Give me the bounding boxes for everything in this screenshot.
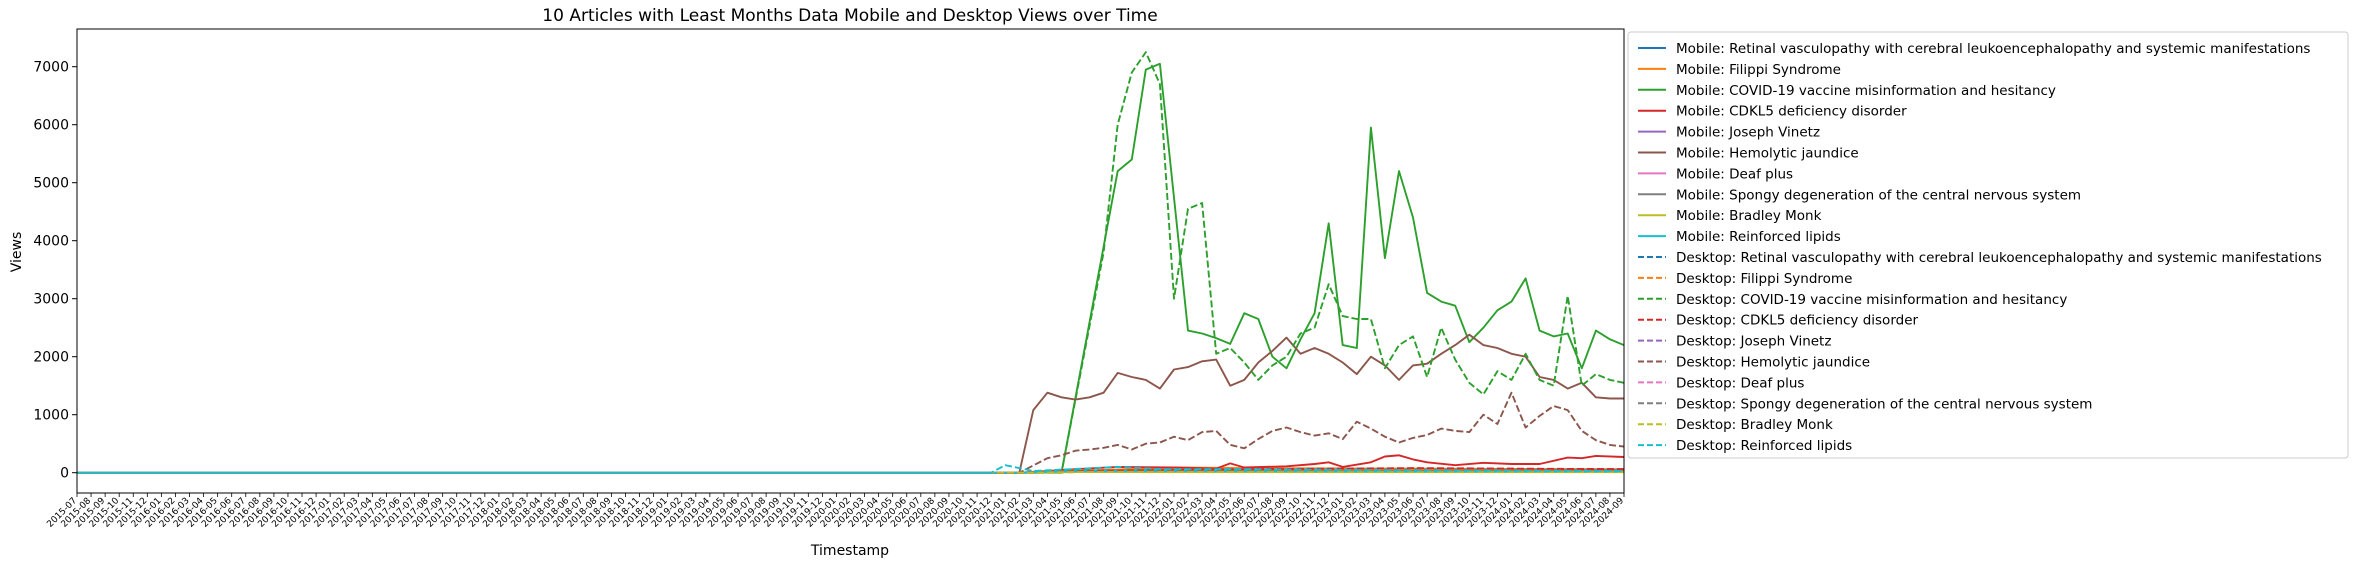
- legend-entry: Desktop: COVID-19 vaccine misinformation…: [1676, 292, 2067, 308]
- legend-entry: Mobile: COVID-19 vaccine misinformation …: [1676, 83, 2056, 99]
- y-axis-label: Views: [9, 232, 25, 273]
- y-tick-label: 6000: [33, 118, 69, 134]
- legend-entry: Mobile: Reinforced lipids: [1676, 229, 1841, 245]
- x-axis: 2015-072015-082015-092015-102015-112015-…: [45, 493, 1626, 530]
- legend-entry: Desktop: Joseph Vinetz: [1676, 334, 1831, 350]
- series-line-4: [77, 454, 1624, 474]
- legend: Mobile: Retinal vasculopathy with cerebr…: [1627, 31, 2349, 459]
- chart-title: 10 Articles with Least Months Data Mobil…: [542, 6, 1157, 26]
- legend-entry: Desktop: Filippi Syndrome: [1676, 271, 1852, 287]
- plot-area: [76, 28, 1625, 494]
- legend-entry: Mobile: CDKL5 deficiency disorder: [1676, 104, 1907, 120]
- legend-entry: Desktop: Deaf plus: [1676, 375, 1804, 391]
- series-line-13: [77, 51, 1624, 474]
- series-line-18: [77, 470, 1624, 474]
- legend-entry: Desktop: Spongy degeneration of the cent…: [1676, 396, 2092, 412]
- legend-entry: Mobile: Bradley Monk: [1676, 208, 1822, 224]
- plot-frame: [76, 28, 1625, 494]
- y-tick-label: 5000: [33, 176, 69, 192]
- y-tick-label: 7000: [33, 60, 69, 76]
- legend-entry: Mobile: Retinal vasculopathy with cerebr…: [1676, 41, 2310, 57]
- legend-entry: Desktop: CDKL5 deficiency disorder: [1676, 313, 1919, 329]
- series-line-19: [77, 471, 1624, 474]
- legend-frame: [1627, 31, 2349, 459]
- series-line-3: [77, 62, 1624, 474]
- y-tick-label: 3000: [33, 292, 69, 308]
- y-tick-label: 1000: [33, 408, 69, 424]
- legend-entry: Desktop: Retinal vasculopathy with cereb…: [1676, 250, 2322, 266]
- y-axis: 0 1000 2000 3000 4000 5000 6000 7000: [33, 60, 77, 482]
- legend-entry: Desktop: Reinforced lipids: [1676, 438, 1852, 454]
- series-line-16: [77, 391, 1624, 474]
- legend-entry: Mobile: Spongy degeneration of the centr…: [1676, 187, 2081, 203]
- y-tick-label: 2000: [33, 350, 69, 366]
- legend-entry: Mobile: Hemolytic jaundice: [1676, 146, 1859, 162]
- y-tick-label: 4000: [33, 234, 69, 250]
- series-line-20: [77, 464, 1624, 474]
- x-axis-label: Timestamp: [810, 543, 889, 559]
- legend-entry: Mobile: Deaf plus: [1676, 166, 1793, 182]
- legend-entry: Mobile: Filippi Syndrome: [1676, 62, 1841, 78]
- series-line-6: [77, 333, 1624, 474]
- y-tick-label: 0: [60, 466, 69, 482]
- legend-entry: Desktop: Hemolytic jaundice: [1676, 355, 1870, 371]
- legend-entry: Mobile: Joseph Vinetz: [1676, 125, 1820, 141]
- legend-entry: Desktop: Bradley Monk: [1676, 417, 1833, 433]
